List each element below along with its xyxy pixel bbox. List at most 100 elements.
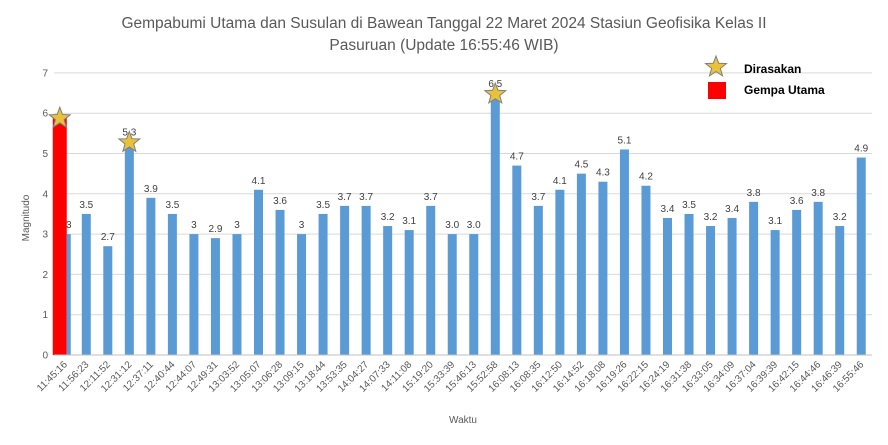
bar <box>210 238 220 355</box>
y-tick-label: 4 <box>42 189 48 200</box>
legend-red-square <box>708 82 726 99</box>
bar <box>663 217 672 355</box>
data-label: 4.1 <box>553 176 567 187</box>
data-label: 3 <box>299 220 305 231</box>
data-label: 2.9 <box>208 224 222 235</box>
y-tick-label: 0 <box>42 351 48 362</box>
felt-star-icon <box>483 81 508 105</box>
data-label: 3.2 <box>833 212 847 223</box>
bar <box>598 181 608 355</box>
y-tick-label: 7 <box>42 68 48 79</box>
data-label: 3.7 <box>531 192 545 203</box>
data-label: 3.0 <box>467 220 481 231</box>
data-label: 2.7 <box>101 232 115 243</box>
bar <box>361 205 371 355</box>
legend-star-icon <box>704 54 728 78</box>
data-label: 4.1 <box>252 176 266 187</box>
data-label: 3.5 <box>165 200 179 211</box>
data-label: 3.4 <box>725 204 739 215</box>
bar <box>81 213 91 355</box>
bar <box>103 246 113 355</box>
data-label: 4.2 <box>639 172 653 183</box>
chart-title-line1: Gempabumi Utama dan Susulan di Bawean Ta… <box>121 15 766 32</box>
data-labels: 33.52.75.33.93.532.934.13.633.53.73.73.2… <box>66 79 869 243</box>
bar <box>146 197 156 355</box>
bar <box>383 226 393 355</box>
bar <box>770 230 780 355</box>
bar <box>684 213 694 355</box>
data-label: 3.5 <box>316 200 330 211</box>
bar <box>792 209 802 355</box>
data-label: 3.6 <box>273 196 287 207</box>
data-label: 3.1 <box>402 216 416 227</box>
data-label: 3.5 <box>79 200 93 211</box>
data-label: 3.7 <box>338 192 352 203</box>
chart-title-line2: Pasuruan (Update 16:55:46 WIB) <box>329 37 558 54</box>
legend: Dirasakan Gempa Utama <box>704 54 825 99</box>
data-label: 3.7 <box>359 192 373 203</box>
data-label: 3.6 <box>790 196 804 207</box>
main-shock-bar <box>52 117 67 355</box>
bar <box>404 230 414 355</box>
y-axis-title: Magnitudo <box>21 194 32 241</box>
data-label: 5.1 <box>617 135 631 146</box>
legend-label-felt: Dirasakan <box>744 62 801 76</box>
bars <box>66 93 866 356</box>
bar <box>619 149 629 355</box>
legend-label-main: Gempa Utama <box>744 83 825 97</box>
x-axis-ticks: 11:45:1611:56:2312:11:5212:31:1212:37:11… <box>35 359 867 395</box>
bar <box>232 234 242 355</box>
bar <box>297 234 307 355</box>
bar <box>641 185 651 355</box>
y-tick-label: 3 <box>42 230 48 241</box>
bar <box>318 213 328 355</box>
bar <box>576 173 586 355</box>
data-label: 3 <box>191 220 197 231</box>
bar <box>426 205 436 355</box>
data-label: 3.2 <box>381 212 395 223</box>
bar <box>254 189 263 355</box>
bar <box>275 209 285 355</box>
bar <box>749 201 759 355</box>
bar <box>469 234 479 355</box>
data-label: 4.7 <box>510 152 524 163</box>
bar <box>706 226 716 355</box>
data-label: 3.4 <box>661 204 675 215</box>
y-axis-ticks: 0 1 2 3 4 5 6 7 <box>42 68 48 361</box>
bar <box>66 234 71 355</box>
data-label: 3.0 <box>445 220 459 231</box>
bar <box>555 189 565 355</box>
felt-star-icon <box>117 129 142 153</box>
felt-markers <box>47 81 508 153</box>
data-label: 3.8 <box>811 188 825 199</box>
x-axis-title: Waktu <box>449 415 477 426</box>
bar <box>167 213 177 355</box>
y-tick-label: 6 <box>42 109 48 120</box>
data-label: 4.3 <box>596 168 610 179</box>
data-label: 3 <box>234 220 240 231</box>
y-tick-label: 2 <box>42 270 48 281</box>
data-label: 3.9 <box>144 184 158 195</box>
y-tick-label: 1 <box>42 310 48 321</box>
data-label: 3.8 <box>747 188 761 199</box>
data-label: 3.5 <box>682 200 696 211</box>
bar <box>340 205 350 355</box>
bar <box>835 226 845 355</box>
data-label: 3.1 <box>768 216 782 227</box>
bar <box>447 234 457 355</box>
data-label: 3.2 <box>704 212 718 223</box>
bar <box>189 234 199 355</box>
main-shock-layer <box>52 117 67 355</box>
felt-star-icon <box>47 105 72 129</box>
bar <box>856 157 866 355</box>
data-label: 4.5 <box>574 160 588 171</box>
bar <box>512 165 522 355</box>
bar <box>124 141 134 355</box>
bar <box>727 217 737 355</box>
bar <box>533 205 543 355</box>
data-label: 4.9 <box>854 144 868 155</box>
bar <box>813 201 823 355</box>
data-label: 3 <box>66 220 72 231</box>
y-tick-label: 5 <box>42 149 48 160</box>
